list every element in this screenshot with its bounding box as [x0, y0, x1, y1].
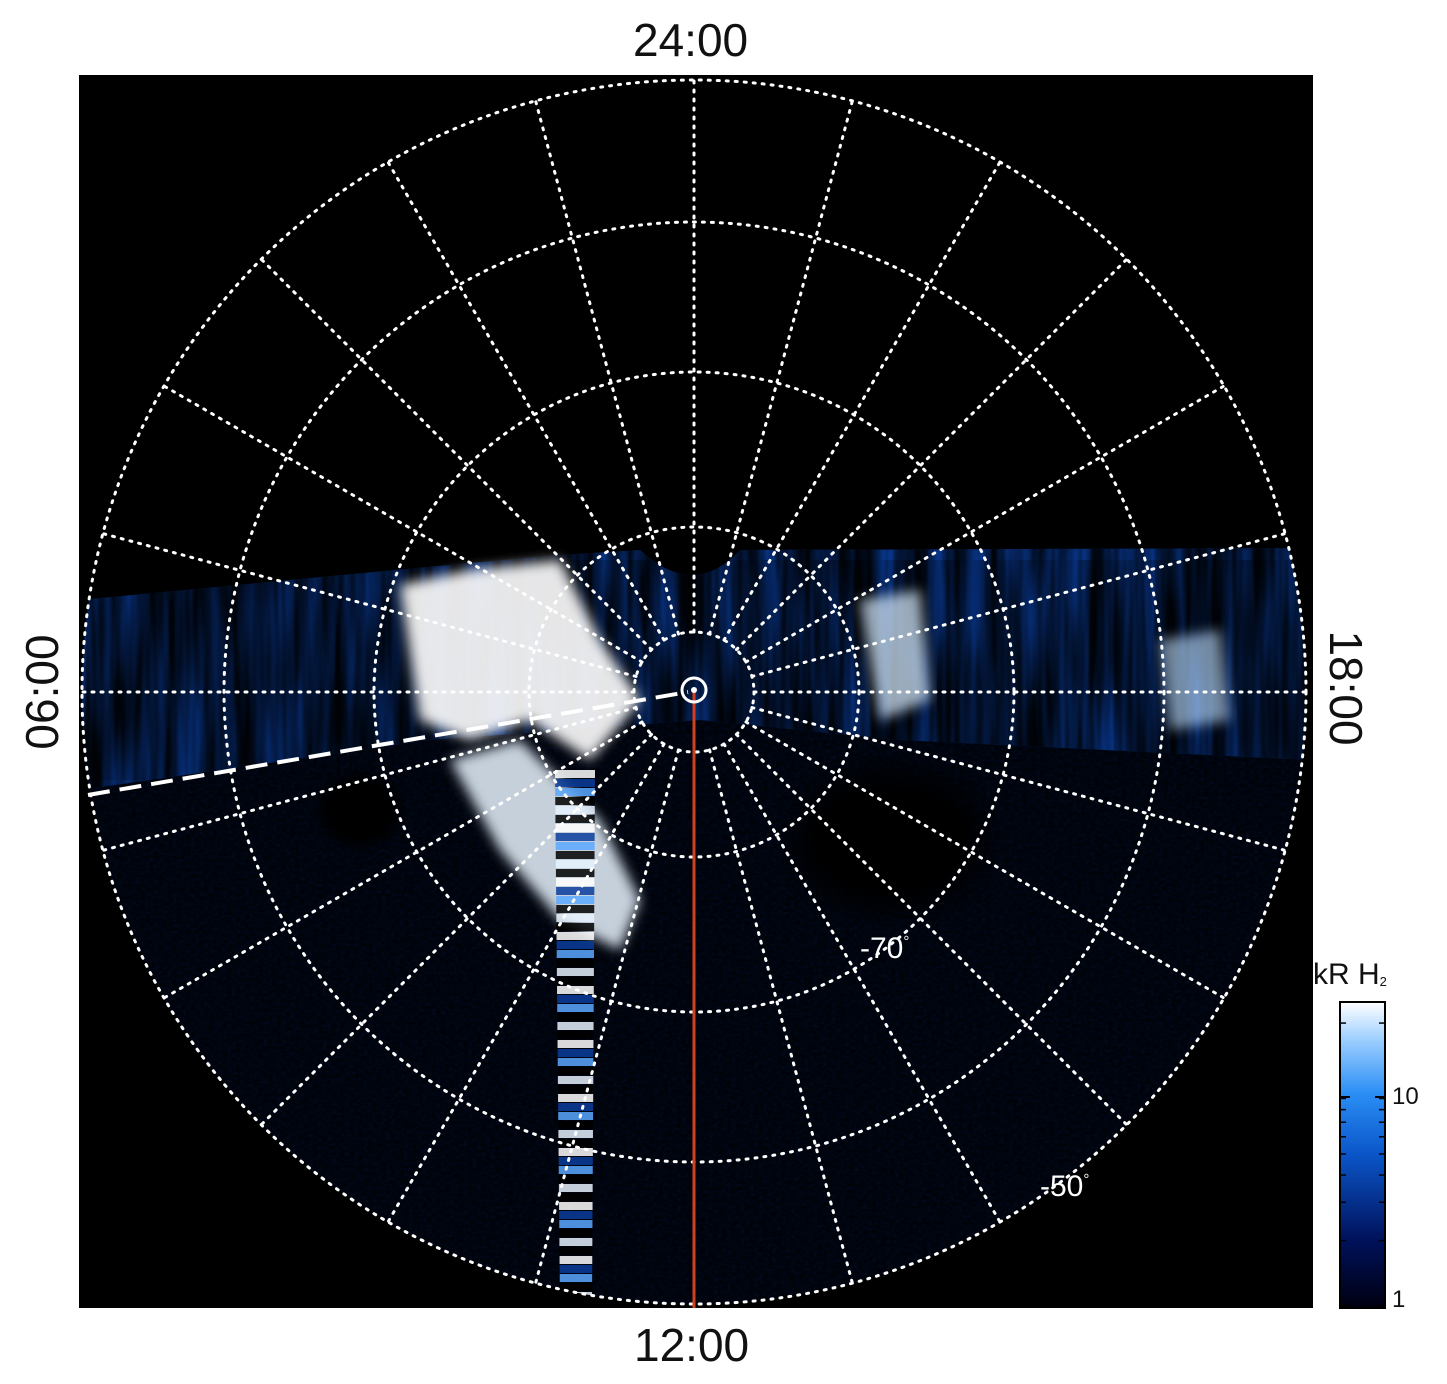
strip-band: [557, 1004, 594, 1012]
strip-band: [557, 1040, 594, 1048]
meridian-line: [744, 720, 1226, 1000]
latitude-label-50: -50°: [1040, 1170, 1089, 1203]
strip-band: [555, 869, 595, 877]
strip-band: [556, 887, 595, 895]
strip-band: [559, 1265, 593, 1273]
meridian-line: [750, 532, 1287, 678]
strip-band: [555, 797, 595, 805]
strip-band: [558, 1175, 593, 1183]
strip-band: [555, 833, 595, 841]
colorbar-tick-label: 10: [1392, 1083, 1419, 1110]
meridian-line: [744, 384, 1226, 664]
strip-band: [559, 1256, 593, 1264]
meridian-line: [708, 99, 854, 636]
strip-band: [559, 1247, 593, 1255]
strip-band: [556, 923, 595, 931]
meridian-line: [750, 706, 1287, 852]
strip-band: [555, 788, 595, 796]
pole-marker: [680, 676, 708, 704]
strip-band: [559, 1238, 593, 1246]
strip-band: [556, 905, 595, 913]
strip-band: [559, 1202, 593, 1210]
meridian-line: [534, 99, 680, 636]
strip-band: [556, 977, 594, 985]
strip-band: [558, 1157, 593, 1165]
strip-band: [556, 941, 595, 949]
strip-band: [556, 959, 594, 967]
meridian-line: [734, 732, 1129, 1127]
strip-band: [558, 1193, 593, 1201]
strip-band: [557, 1049, 594, 1057]
meridian-line: [722, 742, 1002, 1224]
colorbar-tick-label: 1: [1392, 1286, 1406, 1313]
strip-band: [558, 1121, 594, 1129]
meridian-line: [162, 384, 644, 664]
meridian-line: [734, 257, 1129, 652]
meridian-line: [386, 160, 666, 642]
strip-band: [558, 1139, 593, 1147]
strip-band: [559, 1211, 593, 1219]
meridian-line: [162, 720, 644, 1000]
latitude-label-70: -70°: [860, 932, 909, 965]
strip-band: [555, 824, 595, 832]
colorbar-title: kR H2: [1313, 958, 1387, 991]
strip-band: [557, 1058, 594, 1066]
local-time-label-top: 24:00: [633, 14, 749, 66]
meridian-line: [722, 160, 1002, 642]
strip-band: [556, 932, 595, 940]
strip-band: [557, 1013, 594, 1021]
strip-band: [559, 1229, 593, 1237]
dark-patch: [795, 770, 985, 910]
strip-band: [557, 1031, 594, 1039]
strip-band: [559, 1274, 593, 1282]
strip-band: [557, 1022, 594, 1030]
strip-band: [559, 1283, 593, 1291]
meridian-line: [386, 742, 666, 1224]
latitude-circle: [527, 525, 861, 859]
colorbar: [1339, 1001, 1386, 1309]
strip-band: [555, 815, 595, 823]
strip-band: [556, 968, 594, 976]
colorbar-gradient: [1339, 1001, 1386, 1309]
meridian-line: [101, 532, 638, 678]
strip-band: [557, 1067, 594, 1075]
strip-band: [557, 1085, 594, 1093]
strip-band: [558, 1112, 594, 1120]
longitude-grid: [80, 78, 1308, 1306]
strip-band: [555, 851, 595, 859]
strip-band: [555, 842, 595, 850]
colorbar-ticks: [1340, 1096, 1385, 1307]
meridian-line: [259, 732, 654, 1127]
strip-band: [558, 1184, 593, 1192]
strip-band: [556, 914, 595, 922]
strip-band: [559, 1220, 593, 1228]
dashed-reference-line: [87, 690, 689, 797]
strip-band: [557, 1076, 594, 1084]
strip-band: [558, 1148, 593, 1156]
strip-band: [558, 1166, 593, 1174]
strip-band: [558, 1094, 594, 1102]
local-time-label-bottom: 12:00: [634, 1319, 750, 1371]
strip-band: [555, 770, 595, 778]
strip-band: [555, 779, 595, 787]
meridian-line: [101, 706, 638, 852]
strip-band: [556, 950, 594, 958]
meridian-line: [534, 748, 680, 1285]
strip-band: [557, 995, 594, 1003]
strip-band: [555, 860, 595, 868]
strip-band: [556, 878, 595, 886]
meridian-line: [259, 257, 654, 652]
local-time-label-left: 06:00: [16, 634, 68, 750]
meridian-line: [708, 748, 854, 1285]
strip-band: [558, 1103, 594, 1111]
striped-strip: [555, 770, 595, 1300]
local-time-label-right: 18:00: [1320, 630, 1372, 746]
